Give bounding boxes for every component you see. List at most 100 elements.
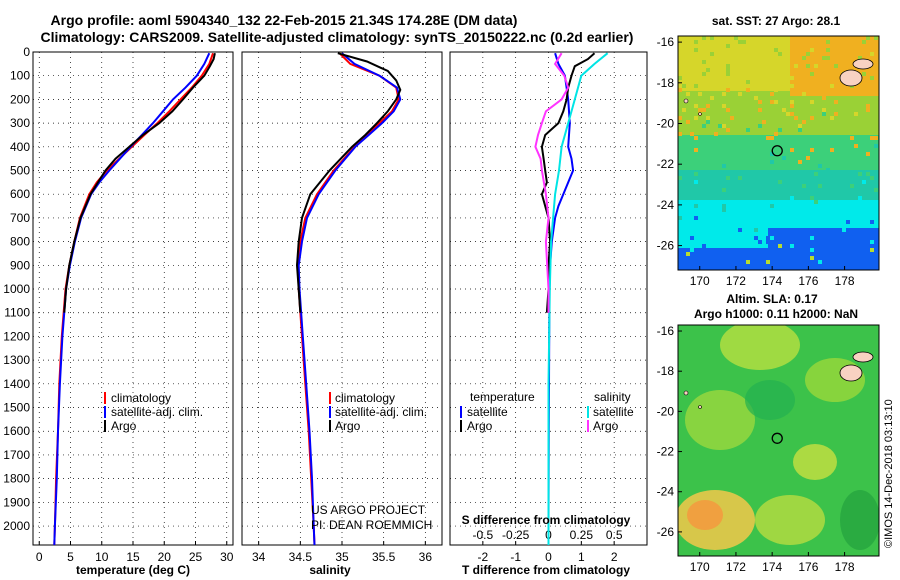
salinity-panel: 34 34.5 35 35.5 36 salinity climatology sate… [241,51,443,577]
map-y-tick-label: -20 [657,116,675,130]
depth-tick-label: 0 [23,45,30,59]
depth-tick-label: 900 [10,258,30,272]
salinity-axis-label: salinity [309,563,351,577]
island-shape [683,390,689,396]
depth-tick-label: 1400 [3,377,30,391]
x-tick-label: 34.5 [289,550,313,564]
depth-tick-label: 600 [10,187,30,201]
argo-position-marker [771,145,783,157]
map-x-tick-label: 178 [835,560,855,574]
s-difference-axis-label: S difference from climatology [462,513,631,527]
salinity-lines [295,52,402,546]
sla-map-subtitle: Argo h1000: 0.11 h2000: NaN [694,307,858,321]
x-tick-label: 0 [545,550,552,564]
temperature-x-ticks: 0 5 10 15 20 25 30 [36,541,234,564]
depth-tick-label: 500 [10,164,30,178]
depth-tick-label: 1100 [4,306,30,320]
legend-temperature-title: temperature [470,390,535,404]
temperature-grid [33,51,233,545]
temperature-legend: climatology satellite-adj. clim. Argo [104,391,203,433]
difference-legend: temperature satellite Argo salinity sate… [460,390,634,433]
series-line [540,52,596,313]
salinity-x-ticks: 34 34.5 35 35.5 36 [252,541,432,564]
legend-satellite-label: satellite-adj. clim. [111,405,203,419]
sla-map-panel: Altim. SLA: 0.17 Argo h1000: 0.11 h2000:… [657,292,880,574]
map-x-tick-label: 174 [762,560,782,574]
x-tick-label: 2 [611,550,618,564]
temperature-panel-frame [32,51,234,546]
legend-argo-label: Argo [335,419,361,433]
x-tick-label: 20 [158,550,172,564]
figure-title-line2: Climatology: CARS2009. Satellite-adjuste… [41,29,634,45]
legend-satellite-label: satellite-adj. clim. [335,405,427,419]
sla-map-x-ticks: 170 172 174 176 178 [690,552,855,574]
sla-map-y-ticks: -16 -18 -20 -22 -24 -26 [657,324,682,539]
difference-panel: -2 -1 0 1 2-0.5 -0.25 0 0.25 0.5 T difference fr… [449,51,648,577]
depth-tick-label: 100 [10,69,30,83]
depth-tick-label: 200 [10,92,30,106]
salinity-panel-frame [241,51,443,546]
fiji-island-shape [839,69,863,87]
legend-climatology-label: climatology [111,391,171,405]
sla-map-field [678,325,879,556]
series-line [295,52,402,313]
x-tick-label: 34 [252,550,266,564]
depth-tick-label: 1800 [3,472,30,486]
map-y-tick-label: -20 [657,404,675,418]
x-tick-label: 35.5 [372,550,396,564]
sst-map-y-ticks: -16 -18 -20 -22 -24 -26 [657,35,682,253]
legend-argo-label: Argo [111,419,137,433]
sla-map-islands [683,351,874,409]
fiji-island-shape [852,58,874,70]
fiji-island-shape [852,351,874,363]
series-line [547,52,575,545]
depth-tick-label: 300 [10,116,30,130]
depth-tick-label: 400 [10,140,30,154]
depth-tick-label: 1500 [3,401,30,415]
credit-project: US ARGO PROJECT [311,503,426,517]
sst-map-field [678,36,879,270]
x-tick-label: 0 [36,550,43,564]
map-x-tick-label: 176 [798,560,818,574]
depth-tick-label: 1700 [3,448,30,462]
legend-s-satellite-label: satellite [593,405,634,419]
temperature-panel: 0100200300400500600700800900100011001200… [3,45,233,577]
map-y-tick-label: -22 [657,157,675,171]
argo-position-marker [771,432,783,444]
x-tick-label: 36 [419,550,433,564]
depth-tick-label: 2000 [3,519,30,533]
credit-pi: PI: DEAN ROEMMICH [311,518,432,532]
map-x-tick-label: 172 [726,274,746,288]
salinity-legend: climatology satellite-adj. clim. Argo [329,391,427,433]
s-diff-tick-label: 0.25 [570,528,594,542]
map-y-tick-label: -26 [657,525,675,539]
depth-tick-label: 1900 [3,495,30,509]
map-x-tick-label: 170 [690,560,710,574]
depth-tick-labels: 0 100 200 300 400 500 600 700 800 900 1000 1100 1200… [3,45,30,533]
sst-map-x-ticks: 170 172 174 176 178 [690,266,855,288]
sla-map-title: Altim. SLA: 0.17 [726,292,818,306]
map-y-tick-label: -18 [657,364,675,378]
series-line [534,52,570,313]
island-shape [683,98,689,104]
x-tick-label: 35 [335,550,349,564]
legend-s-argo-label: Argo [593,419,619,433]
island-shape [698,112,702,116]
sla-map-frame [677,324,880,557]
temperature-axis-label: temperature (deg C) [76,563,190,577]
legend-t-satellite-label: satellite [467,405,508,419]
sst-map-title: sat. SST: 27 Argo: 28.1 [712,14,841,28]
fiji-island-shape [839,364,863,382]
map-x-tick-label: 172 [726,560,746,574]
temperature-lines [53,52,216,546]
difference-lines [534,52,609,545]
s-diff-tick-label: -0.5 [472,528,493,542]
x-tick-label: 30 [220,550,234,564]
imos-watermark: ©IMOS 14-Dec-2018 03:13:10 [883,399,895,548]
sst-map-frame [677,35,880,271]
series-line [63,52,216,313]
map-x-tick-label: 174 [762,274,782,288]
depth-tick-label: 1300 [3,353,30,367]
depth-tick-label: 800 [10,235,30,249]
